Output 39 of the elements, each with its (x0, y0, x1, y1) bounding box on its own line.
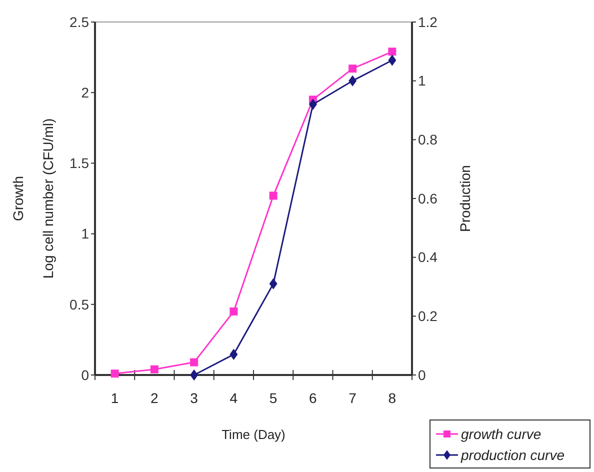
point (388, 54, 396, 66)
point (348, 64, 357, 73)
point (269, 192, 278, 200)
x-tick-label: 1 (110, 390, 119, 406)
x-tick-label: 3 (190, 390, 198, 406)
y-axis-title: Growth Log cell number (CFU/ml) (10, 118, 56, 279)
y-tick-label: 1 (81, 226, 90, 242)
point (230, 307, 238, 316)
y2-tick-label: 1 (418, 72, 426, 89)
legend-label: production curve (460, 446, 565, 463)
x-axis-title: Time (Day) (222, 427, 286, 442)
x-tick-label: 7 (348, 390, 357, 406)
point (388, 48, 396, 56)
point (348, 75, 357, 86)
point (269, 278, 278, 290)
y-tick-label: 2.5 (70, 14, 90, 30)
point (110, 370, 119, 378)
y2-tick-label: 0.4 (418, 249, 438, 266)
y2-tick-label: 0 (418, 366, 426, 383)
y-tick-label: 0.5 (70, 296, 90, 312)
point (190, 358, 198, 366)
point (308, 98, 317, 110)
y2-axis-title: Production (457, 165, 473, 232)
y2-tick-label: 0.6 (418, 190, 438, 206)
legend-label: growth curve (461, 426, 542, 442)
x-tick-label: 8 (388, 390, 396, 406)
x-tick-label: 5 (269, 390, 278, 406)
point (230, 348, 238, 360)
x-tick-label: 2 (150, 390, 159, 406)
y2-tick-label: 1.2 (418, 14, 438, 30)
x-tick-label: 4 (230, 390, 238, 406)
point (150, 365, 158, 374)
x-tick-label: 6 (309, 390, 318, 406)
y-tick-label: 1.5 (70, 155, 90, 172)
y-tick-label: 0 (81, 366, 90, 383)
point (190, 369, 198, 381)
y-tick-label: 2 (81, 84, 90, 100)
y2-tick-label: 0.2 (418, 308, 438, 324)
y2-tick-label: 0.8 (418, 132, 438, 148)
